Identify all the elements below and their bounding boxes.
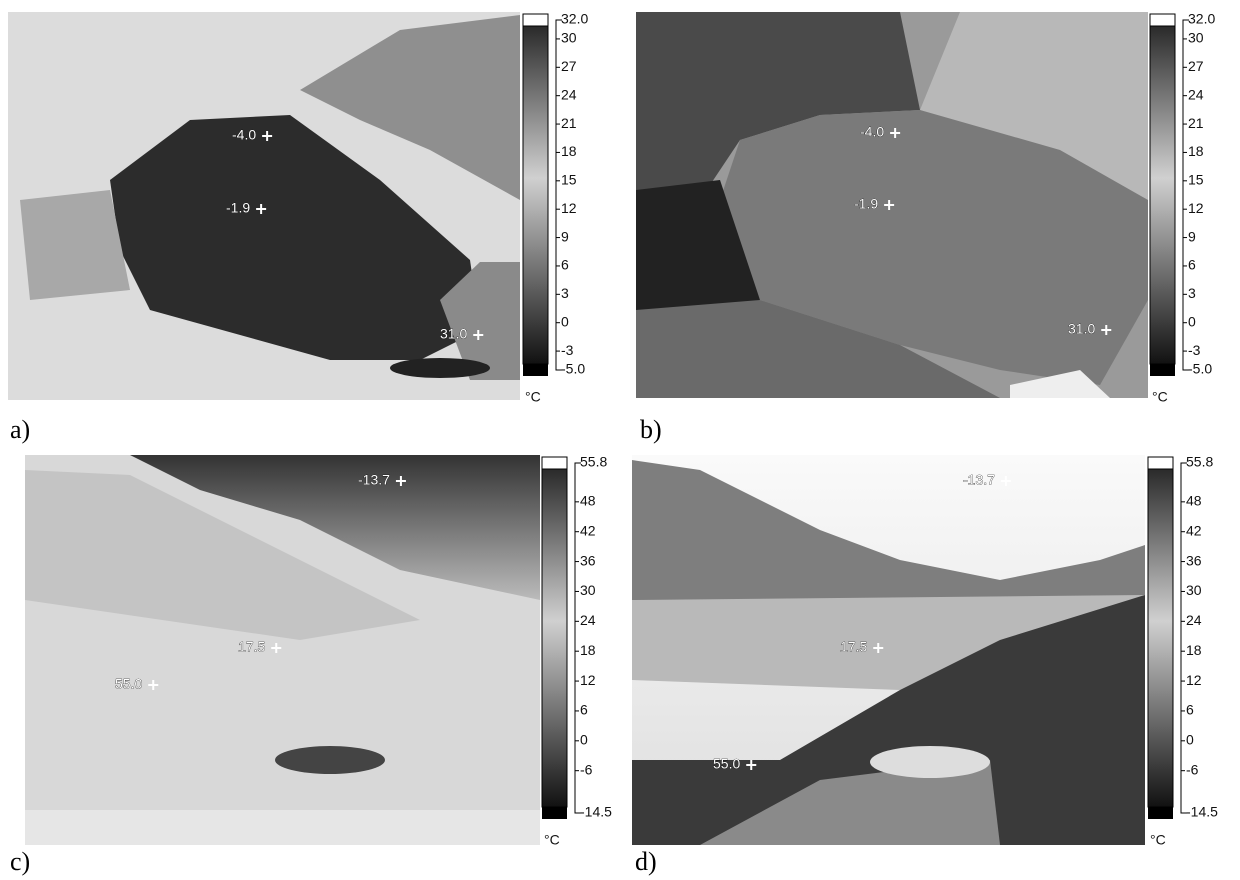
colorbar-top xyxy=(1150,14,1175,26)
figure: 32.0302724211815129630-3-5.0°C-4.0-1.931… xyxy=(0,0,1240,880)
scale-label: 48 xyxy=(1186,493,1202,509)
scale-label: 24 xyxy=(1188,86,1204,102)
scale-label: 55.8 xyxy=(1186,454,1213,470)
colorbar-bottom xyxy=(542,807,567,819)
scale-label: 55.8 xyxy=(580,454,607,470)
spot-reading: 17.5 xyxy=(840,639,867,655)
scale-label: 42 xyxy=(580,522,596,538)
scale-label: 18 xyxy=(561,143,577,159)
colorbar xyxy=(523,26,548,364)
scale-label: 30 xyxy=(561,30,577,46)
scale-label: -14.5 xyxy=(1186,804,1218,820)
scale-label: 9 xyxy=(561,228,569,244)
scale-label: 12 xyxy=(1186,672,1202,688)
scale-unit: °C xyxy=(525,389,541,405)
scale-label: 12 xyxy=(580,672,596,688)
scale-label: 0 xyxy=(561,313,569,329)
scale-label: -3 xyxy=(561,342,574,358)
scale-label: 0 xyxy=(580,732,588,748)
spot-reading: 55.0 xyxy=(713,756,740,772)
colorbar-bottom xyxy=(1150,364,1175,376)
scale-label: 24 xyxy=(1186,612,1202,628)
scale-unit: °C xyxy=(1152,389,1168,405)
panel-label: c) xyxy=(10,847,30,876)
scale-label: -3 xyxy=(1188,342,1201,358)
scale-label: 30 xyxy=(1186,582,1202,598)
colorbar-top xyxy=(542,457,567,469)
scale-label: 6 xyxy=(580,702,588,718)
spot-reading: -13.7 xyxy=(358,472,390,488)
spot-reading: -4.0 xyxy=(232,127,256,143)
colorbar-bottom xyxy=(523,364,548,376)
scale-label: 6 xyxy=(1188,257,1196,273)
scale-label: 30 xyxy=(1188,30,1204,46)
scale-label: 15 xyxy=(1188,172,1204,188)
thermal-image-a xyxy=(8,12,520,400)
scale-label: 3 xyxy=(561,285,569,301)
scale-label: 21 xyxy=(561,115,577,131)
scale-label: -5.0 xyxy=(561,361,585,377)
panel-label: a) xyxy=(10,415,30,444)
scale-label: 36 xyxy=(1186,552,1202,568)
scale-label: 36 xyxy=(580,552,596,568)
spot-reading: -1.9 xyxy=(226,200,250,216)
colorbar-bottom xyxy=(1148,807,1173,819)
scale-label: 6 xyxy=(561,257,569,273)
spot-reading: 31.0 xyxy=(440,326,467,342)
scale-label: 18 xyxy=(1188,143,1204,159)
scale-label: 15 xyxy=(561,172,577,188)
scale-label: 32.0 xyxy=(1188,11,1215,27)
colorbar-top xyxy=(523,14,548,26)
panel-label: d) xyxy=(635,847,657,876)
scale-label: 21 xyxy=(1188,115,1204,131)
scale-label: 24 xyxy=(561,86,577,102)
spot-reading: -13.7 xyxy=(963,472,995,488)
scale-label: 30 xyxy=(580,582,596,598)
colorbar xyxy=(542,469,567,807)
scale-label: 27 xyxy=(561,58,577,74)
colorbar xyxy=(1148,469,1173,807)
photo-d xyxy=(632,455,1145,845)
spot-reading: 17.5 xyxy=(238,639,265,655)
scale-label: 27 xyxy=(1188,58,1204,74)
scale-label: 18 xyxy=(580,642,596,658)
scale-label: 24 xyxy=(580,612,596,628)
scale-label: 6 xyxy=(1186,702,1194,718)
scale-label: -6 xyxy=(1186,761,1199,777)
scale-label: 42 xyxy=(1186,522,1202,538)
scale-label: 32.0 xyxy=(561,11,588,27)
thermal-image-c xyxy=(25,455,540,845)
scale-unit: °C xyxy=(1150,832,1166,848)
scale-label: 0 xyxy=(1188,313,1196,329)
scale-label: 12 xyxy=(561,200,577,216)
colorbar xyxy=(1150,26,1175,364)
spot-reading: 31.0 xyxy=(1068,321,1095,337)
scale-label: 48 xyxy=(580,493,596,509)
scale-label: 12 xyxy=(1188,200,1204,216)
scale-label: -6 xyxy=(580,761,593,777)
spot-reading: 55.0 xyxy=(115,676,142,692)
scale-label: -14.5 xyxy=(580,804,612,820)
panel-label: b) xyxy=(640,415,662,444)
scale-label: 3 xyxy=(1188,285,1196,301)
spot-reading: -4.0 xyxy=(860,124,884,140)
colorbar-top xyxy=(1148,457,1173,469)
scale-label: 9 xyxy=(1188,228,1196,244)
scale-unit: °C xyxy=(544,832,560,848)
spot-reading: -1.9 xyxy=(854,196,878,212)
scale-label: 18 xyxy=(1186,642,1202,658)
scale-label: -5.0 xyxy=(1188,361,1212,377)
scale-label: 0 xyxy=(1186,732,1194,748)
